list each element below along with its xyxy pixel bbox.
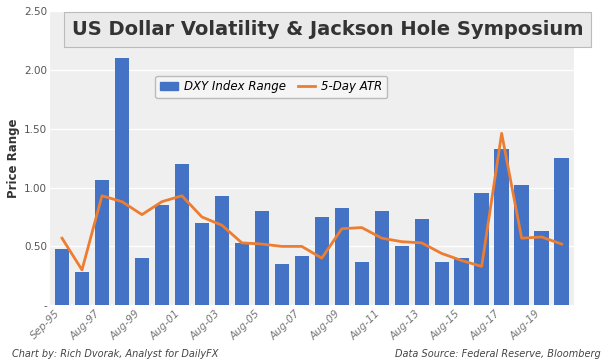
Bar bbox=[535, 231, 549, 305]
Bar bbox=[215, 196, 229, 305]
Bar bbox=[435, 262, 449, 305]
Bar bbox=[235, 243, 249, 305]
Text: Data Source: Federal Reserve, Bloomberg: Data Source: Federal Reserve, Bloomberg bbox=[395, 349, 601, 359]
Bar bbox=[275, 264, 289, 305]
Bar bbox=[454, 258, 469, 305]
Bar bbox=[495, 149, 509, 305]
Bar bbox=[55, 249, 69, 305]
Bar bbox=[115, 58, 129, 305]
Bar bbox=[354, 262, 369, 305]
Bar bbox=[95, 180, 109, 305]
Bar bbox=[75, 272, 89, 305]
Bar bbox=[414, 219, 429, 305]
Bar bbox=[375, 211, 389, 305]
Text: Chart by: Rich Dvorak, Analyst for DailyFX: Chart by: Rich Dvorak, Analyst for Daily… bbox=[12, 349, 219, 359]
Bar bbox=[295, 256, 309, 305]
Bar bbox=[254, 211, 269, 305]
Bar bbox=[335, 208, 349, 305]
Bar bbox=[154, 205, 169, 305]
Bar bbox=[554, 158, 569, 305]
Bar bbox=[514, 185, 529, 305]
Legend: DXY Index Range, 5-Day ATR: DXY Index Range, 5-Day ATR bbox=[156, 76, 387, 98]
Bar bbox=[314, 217, 329, 305]
Text: US Dollar Volatility & Jackson Hole Symposium: US Dollar Volatility & Jackson Hole Symp… bbox=[72, 20, 583, 39]
Bar bbox=[175, 164, 189, 305]
Bar bbox=[474, 193, 489, 305]
Bar bbox=[195, 223, 209, 305]
Bar bbox=[135, 258, 149, 305]
Bar bbox=[395, 246, 409, 305]
Y-axis label: Price Range: Price Range bbox=[7, 118, 20, 198]
